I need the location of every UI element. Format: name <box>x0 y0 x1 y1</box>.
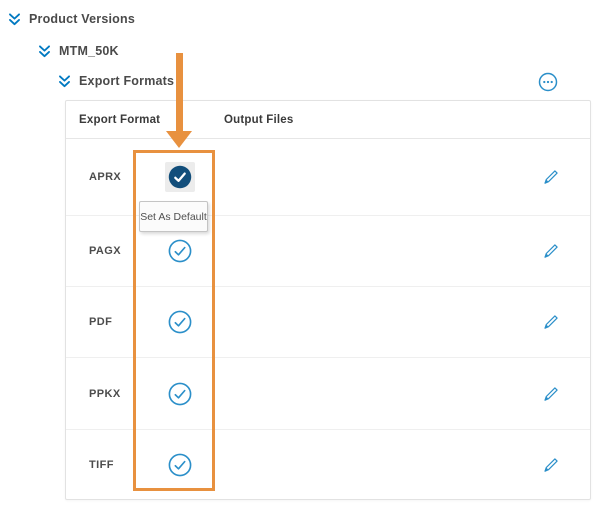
table-row: APRX <box>66 139 590 215</box>
pencil-icon <box>544 457 558 472</box>
table-row: PPKX <box>66 357 590 429</box>
edit-button[interactable] <box>541 241 561 261</box>
table-row: PAGX <box>66 215 590 286</box>
tooltip-text: Set As Default <box>140 210 207 223</box>
table-row: PDF <box>66 286 590 357</box>
format-label: PDF <box>89 316 113 328</box>
default-checkbox[interactable] <box>168 165 192 189</box>
set-as-default-tooltip: Set As Default <box>139 201 208 232</box>
column-header-export-format: Export Format <box>79 113 161 126</box>
format-label: APRX <box>89 171 122 183</box>
edit-button[interactable] <box>541 167 561 187</box>
tree-item-mtm-50k[interactable]: MTM_50K <box>38 44 119 58</box>
table-body: APRX PAGX <box>66 139 590 499</box>
tree-label: MTM_50K <box>59 44 119 58</box>
check-circle-filled-icon <box>168 165 192 189</box>
edit-button[interactable] <box>541 384 561 404</box>
default-checkbox[interactable] <box>168 310 192 334</box>
double-chevron-down-icon[interactable] <box>8 12 21 26</box>
check-circle-outline-icon <box>168 453 192 476</box>
more-options-button[interactable] <box>538 72 558 92</box>
tree-label: Export Formats <box>79 74 175 88</box>
edit-button[interactable] <box>541 312 561 332</box>
pencil-icon <box>544 386 558 401</box>
pencil-icon <box>544 170 558 184</box>
default-checkbox[interactable] <box>168 453 192 477</box>
double-chevron-down-icon[interactable] <box>58 74 71 88</box>
pencil-icon <box>544 315 558 329</box>
pencil-icon <box>544 244 558 258</box>
format-label: PPKX <box>89 387 121 400</box>
edit-button[interactable] <box>541 455 561 475</box>
tree-label: Product Versions <box>29 12 136 26</box>
check-circle-outline-icon <box>168 310 192 334</box>
check-circle-outline-icon <box>168 239 192 263</box>
export-formats-table: Export Format Output Files APRX PAGX <box>65 100 591 500</box>
double-chevron-down-icon[interactable] <box>38 44 51 58</box>
table-header-row: Export Format Output Files <box>66 101 590 139</box>
tree-item-export-formats[interactable]: Export Formats <box>58 74 174 88</box>
format-label: PAGX <box>89 245 121 257</box>
check-circle-outline-icon <box>168 382 192 405</box>
table-row: TIFF <box>66 429 590 499</box>
tree-item-product-versions[interactable]: Product Versions <box>8 12 135 26</box>
default-checkbox[interactable] <box>168 239 192 263</box>
column-header-output-files: Output Files <box>224 113 294 126</box>
ellipsis-circle-icon <box>538 72 558 92</box>
default-checkbox[interactable] <box>168 382 192 406</box>
format-label: TIFF <box>89 458 114 471</box>
